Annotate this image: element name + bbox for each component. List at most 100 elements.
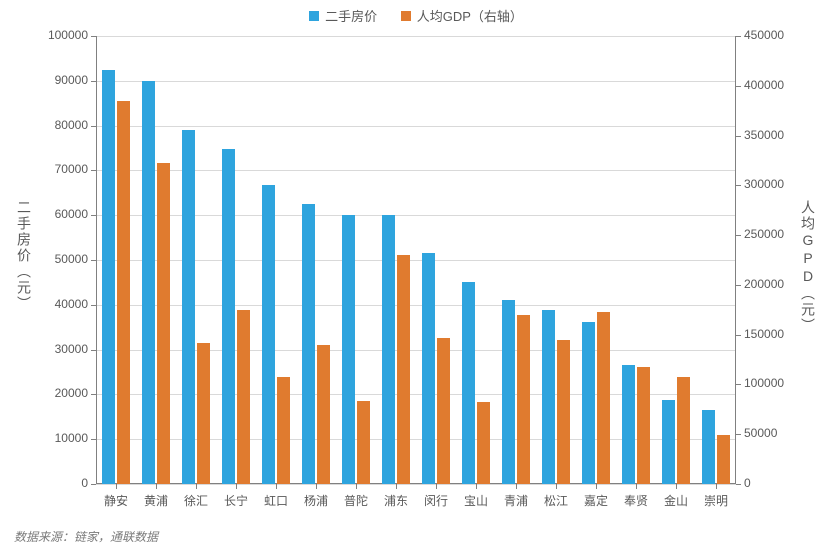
bar-gdp [677,377,690,484]
x-tick [236,484,237,489]
bar-housing [662,400,675,484]
bar-gdp [637,367,650,484]
x-label: 普陀 [344,492,368,509]
y-label-right: 350000 [744,128,784,142]
y-label-right: 50000 [744,426,777,440]
x-label: 嘉定 [584,492,608,509]
legend-swatch [309,11,319,21]
axis-border-left [96,36,97,484]
x-label: 青浦 [504,492,528,509]
bar-gdp [717,435,730,484]
y-label-right: 400000 [744,78,784,92]
x-label: 黄浦 [144,492,168,509]
y-label-left: 80000 [36,118,88,132]
x-label: 静安 [104,492,128,509]
y-label-right: 250000 [744,227,784,241]
bar-housing [462,282,475,484]
plot-area [96,36,736,484]
bar-gdp [237,310,250,484]
x-label: 崇明 [704,492,728,509]
bar-housing [142,81,155,484]
y-label-left: 70000 [36,162,88,176]
x-label: 闵行 [424,492,448,509]
y-label-left: 60000 [36,207,88,221]
y-label-left: 10000 [36,431,88,445]
y-tick-right [736,36,741,37]
y-label-left: 50000 [36,252,88,266]
bar-gdp [477,402,490,484]
bar-housing [622,365,635,484]
x-tick [516,484,517,489]
bar-gdp [117,101,130,484]
y-label-left: 40000 [36,297,88,311]
bar-housing [542,310,555,484]
y-axis-right-title: 人均GPD（元） [798,200,818,334]
x-tick [436,484,437,489]
x-label: 徐汇 [184,492,208,509]
x-tick [116,484,117,489]
x-tick [276,484,277,489]
bar-gdp [317,345,330,484]
x-tick [316,484,317,489]
source-text: 数据来源：链家，通联数据 [14,528,158,545]
x-tick [196,484,197,489]
x-label: 松江 [544,492,568,509]
x-tick [636,484,637,489]
bar-housing [222,149,235,484]
chart-container: 二手房价 人均GDP（右轴） 二手房价（元） 人均GPD（元） 数据来源：链家，… [0,0,832,551]
bar-gdp [437,338,450,484]
x-label: 虹口 [264,492,288,509]
x-label: 金山 [664,492,688,509]
bar-housing [422,253,435,484]
bar-gdp [197,343,210,484]
gridline [96,81,736,82]
y-label-right: 150000 [744,327,784,341]
bar-gdp [277,377,290,484]
y-tick-right [736,335,741,336]
bar-housing [582,322,595,484]
x-tick [476,484,477,489]
y-tick-left [91,484,96,485]
gridline [96,484,736,485]
x-label: 宝山 [464,492,488,509]
x-tick [156,484,157,489]
y-label-right: 450000 [744,28,784,42]
bar-housing [342,215,355,484]
y-label-right: 300000 [744,177,784,191]
axis-border-right [735,36,736,484]
y-tick-right [736,185,741,186]
x-tick [556,484,557,489]
x-tick [396,484,397,489]
y-tick-right [736,484,741,485]
y-label-left: 100000 [36,28,88,42]
bar-gdp [397,255,410,484]
x-label: 杨浦 [304,492,328,509]
y-tick-right [736,285,741,286]
x-tick [676,484,677,489]
gridline [96,126,736,127]
x-tick [716,484,717,489]
x-label: 奉贤 [624,492,648,509]
bar-housing [702,410,715,484]
y-label-left: 30000 [36,342,88,356]
bar-housing [182,130,195,484]
y-tick-right [736,235,741,236]
y-label-right: 0 [744,476,751,490]
y-label-left: 20000 [36,386,88,400]
bar-housing [382,215,395,484]
y-tick-right [736,86,741,87]
bar-housing [302,204,315,484]
x-label: 长宁 [224,492,248,509]
y-label-right: 200000 [744,277,784,291]
y-label-right: 100000 [744,376,784,390]
legend-label: 人均GDP（右轴） [417,6,523,25]
legend: 二手房价 人均GDP（右轴） [0,6,832,25]
bar-gdp [597,312,610,484]
y-tick-right [736,384,741,385]
bar-housing [502,300,515,484]
y-label-left: 0 [36,476,88,490]
bar-gdp [557,340,570,484]
gridline [96,36,736,37]
y-tick-right [736,136,741,137]
y-tick-right [736,434,741,435]
